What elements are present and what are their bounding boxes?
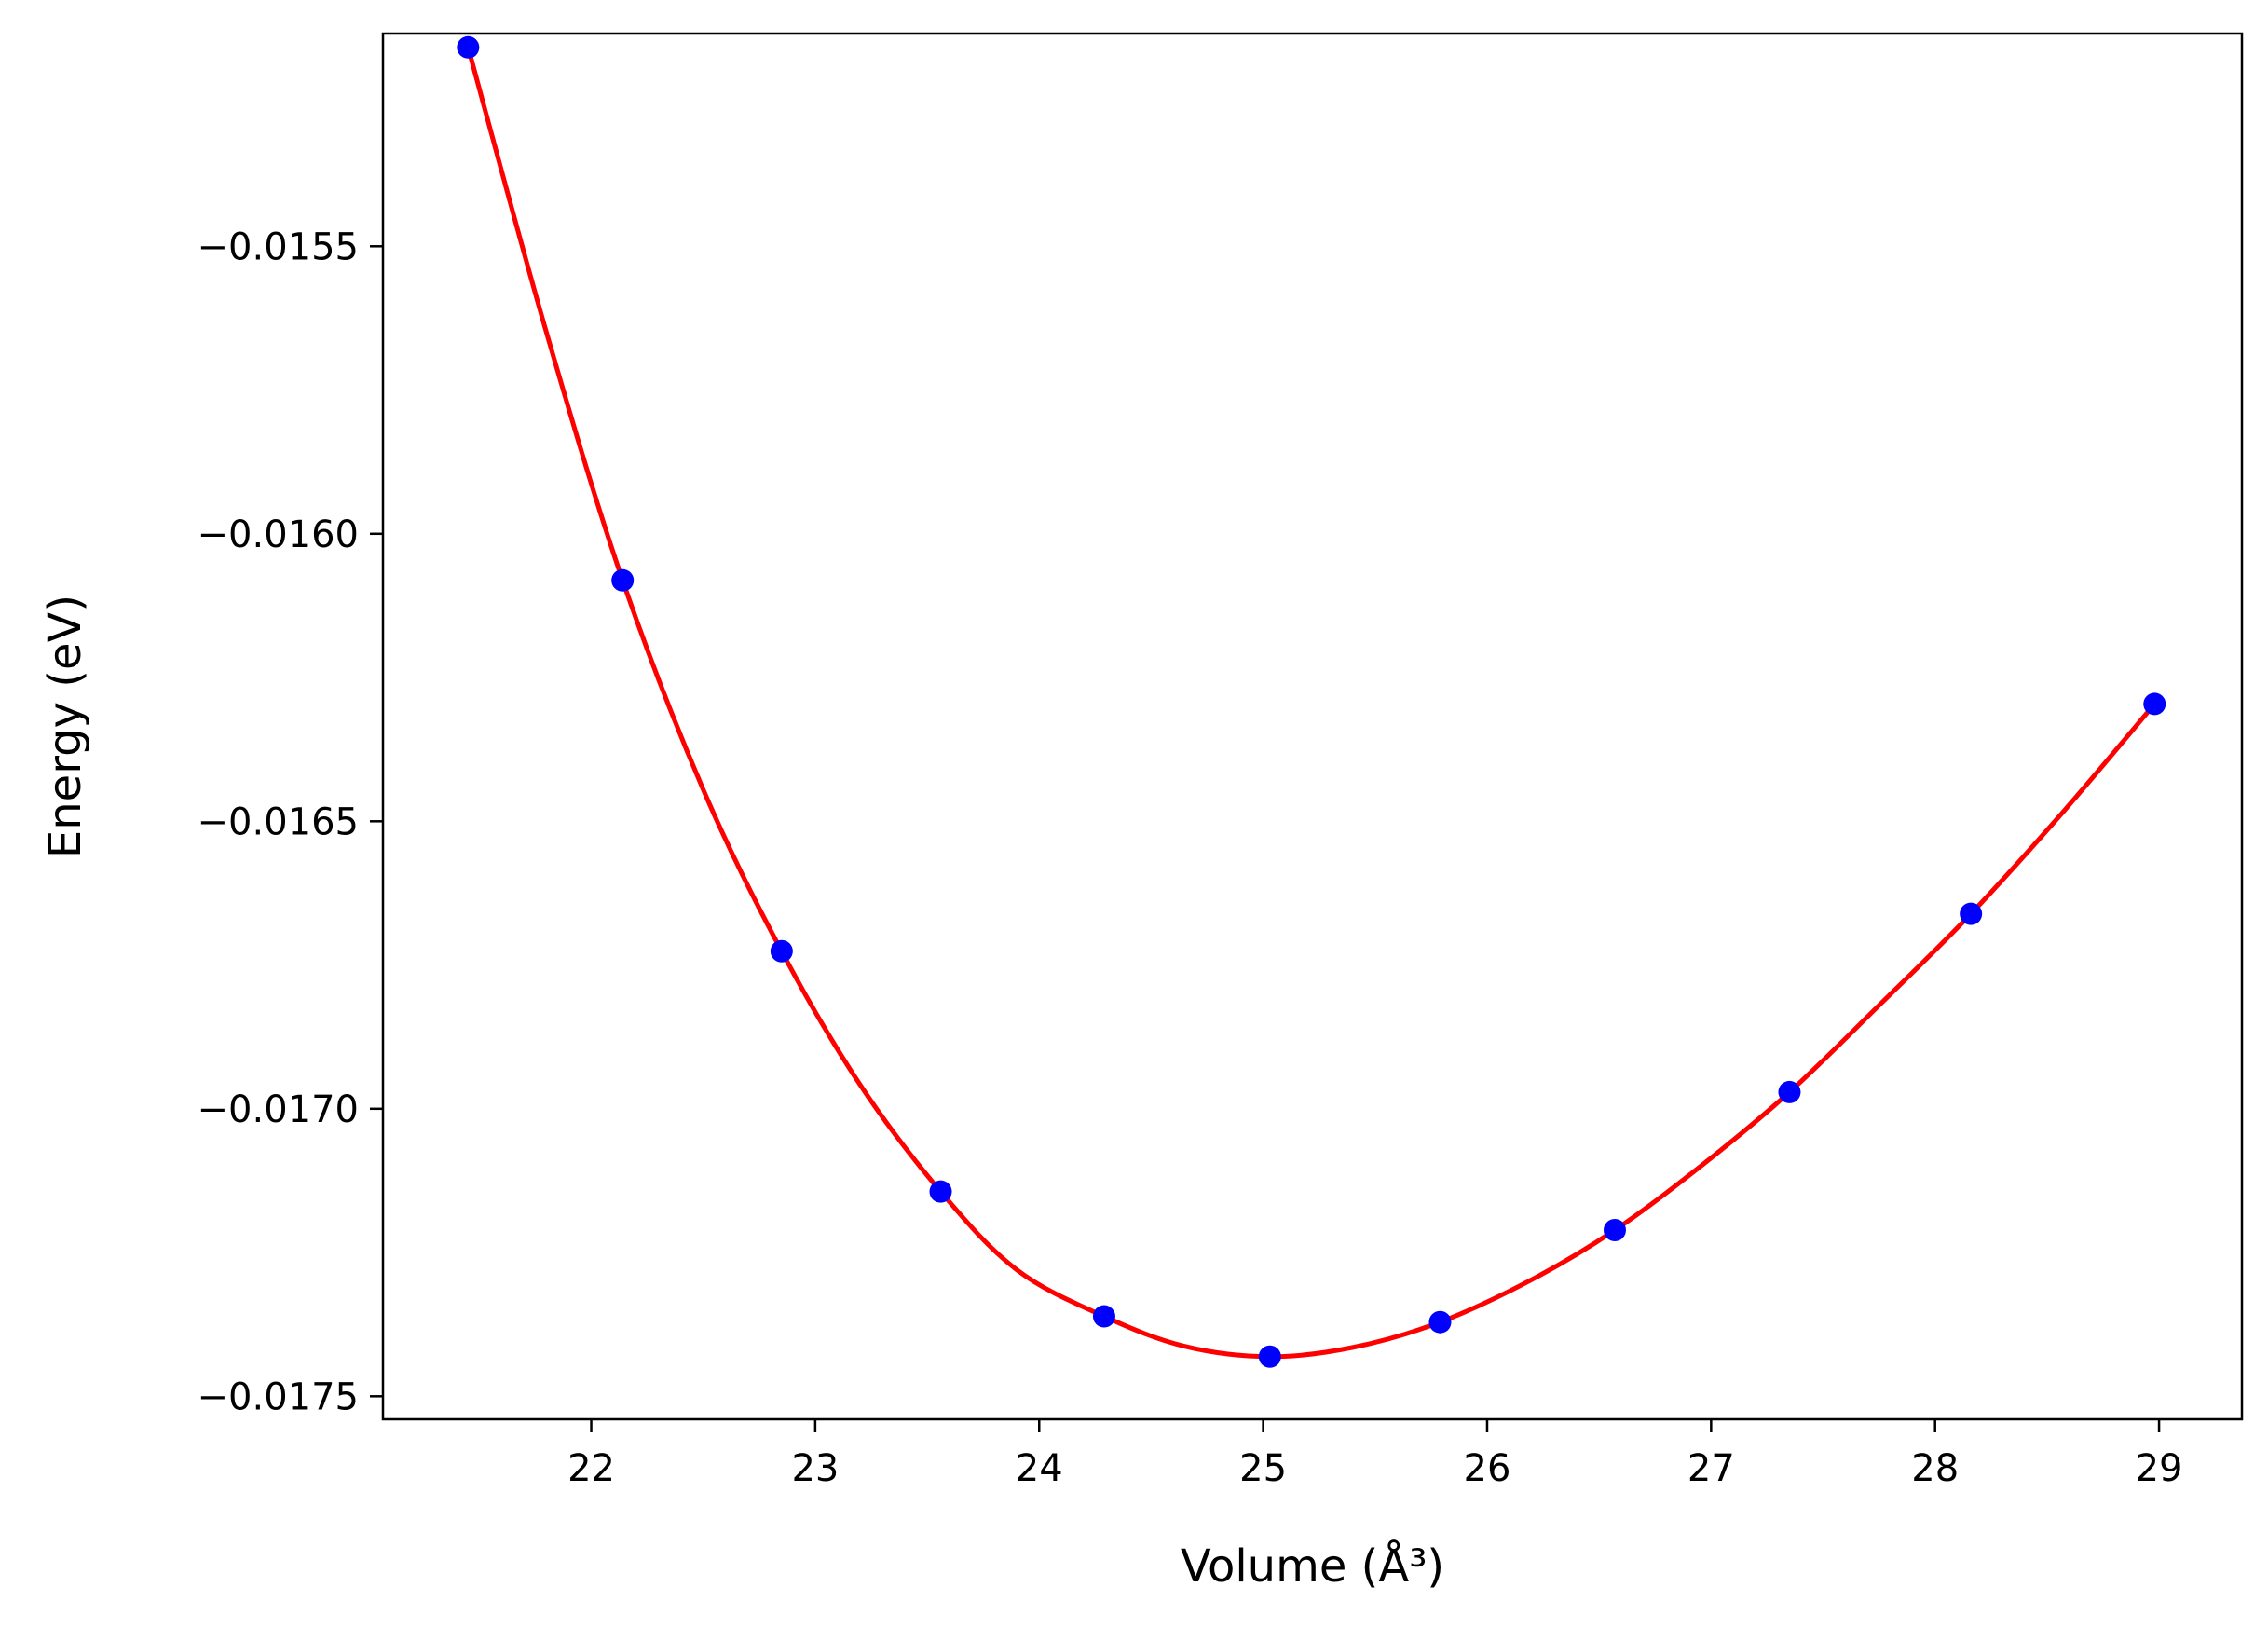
data-point [1092, 1305, 1115, 1328]
x-tick-label: 28 [1911, 1447, 1959, 1490]
x-axis-label: Volume (Å³) [1181, 1539, 1444, 1593]
fit-curve [465, 47, 2157, 1360]
x-axis-ticks: 22 23 24 25 26 27 28 29 [567, 1419, 2183, 1490]
y-tick-label: −0.0170 [198, 1088, 359, 1131]
data-point [1960, 902, 1983, 925]
data-point [1258, 1345, 1281, 1368]
data-point [770, 939, 793, 963]
x-tick-label: 29 [2136, 1447, 2183, 1490]
x-tick-label: 26 [1464, 1447, 1511, 1490]
fit-curve-layer [465, 47, 2157, 1360]
x-tick-label: 22 [567, 1447, 615, 1490]
y-tick-label: −0.0165 [198, 800, 359, 843]
y-axis-ticks: −0.0155 −0.0160 −0.0165 −0.0170 −0.0175 [198, 226, 383, 1418]
y-tick-label: −0.0160 [198, 513, 359, 556]
data-point [1778, 1080, 1801, 1103]
x-tick-label: 24 [1016, 1447, 1063, 1490]
x-tick-label: 25 [1239, 1447, 1287, 1490]
y-axis-label: Energy (eV) [39, 595, 91, 858]
y-tick-label: −0.0175 [198, 1375, 359, 1418]
data-point [929, 1180, 952, 1203]
plot-frame [381, 32, 2244, 1421]
data-point [2143, 692, 2166, 716]
data-points-layer [457, 35, 2166, 1368]
x-tick-label: 27 [1687, 1447, 1735, 1490]
x-tick-label: 23 [791, 1447, 839, 1490]
data-point [457, 35, 480, 59]
data-point [1603, 1219, 1626, 1242]
y-tick-label: −0.0155 [198, 226, 359, 268]
data-point [1428, 1310, 1452, 1334]
data-point [611, 568, 635, 592]
